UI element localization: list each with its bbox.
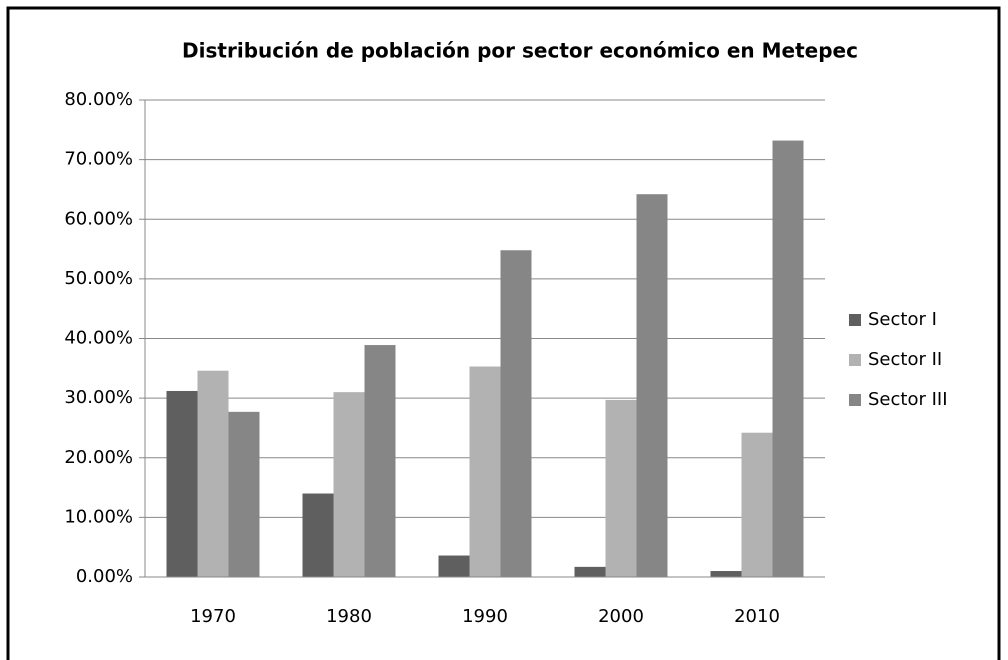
- bar: [302, 493, 334, 577]
- legend-label: Sector III: [868, 389, 948, 410]
- x-tick-label: 1980: [326, 606, 372, 627]
- y-tick-label: 20.00%: [64, 447, 133, 468]
- bar: [228, 411, 260, 577]
- legend-swatch: [849, 394, 861, 406]
- bar: [364, 345, 396, 577]
- bar: [333, 392, 365, 577]
- legend-swatch: [849, 354, 861, 366]
- y-tick-label: 40.00%: [64, 328, 133, 349]
- y-tick-label: 0.00%: [76, 566, 133, 587]
- y-tick-label: 50.00%: [64, 268, 133, 289]
- bar: [605, 399, 637, 577]
- bar: [197, 370, 229, 577]
- y-tick-label: 70.00%: [64, 149, 133, 170]
- x-tick-label: 1990: [462, 606, 508, 627]
- bar: [710, 571, 742, 577]
- bar: [438, 555, 470, 577]
- y-tick-label: 80.00%: [64, 89, 133, 110]
- bar: [469, 366, 501, 577]
- bar: [741, 432, 773, 577]
- bar: [574, 566, 606, 577]
- y-tick-label: 60.00%: [64, 208, 133, 229]
- bar: [500, 250, 532, 577]
- y-tick-label: 30.00%: [64, 387, 133, 408]
- x-tick-label: 2010: [734, 606, 780, 627]
- x-tick-label: 1970: [190, 606, 236, 627]
- legend-label: Sector I: [868, 309, 937, 330]
- y-tick-label: 10.00%: [64, 506, 133, 527]
- bar: [166, 390, 198, 577]
- bar: [772, 140, 804, 578]
- legend-label: Sector II: [868, 349, 942, 370]
- x-tick-label: 2000: [598, 606, 644, 627]
- bar: [636, 194, 668, 577]
- chart-title: Distribución de población por sector eco…: [182, 39, 858, 63]
- legend-swatch: [849, 314, 861, 326]
